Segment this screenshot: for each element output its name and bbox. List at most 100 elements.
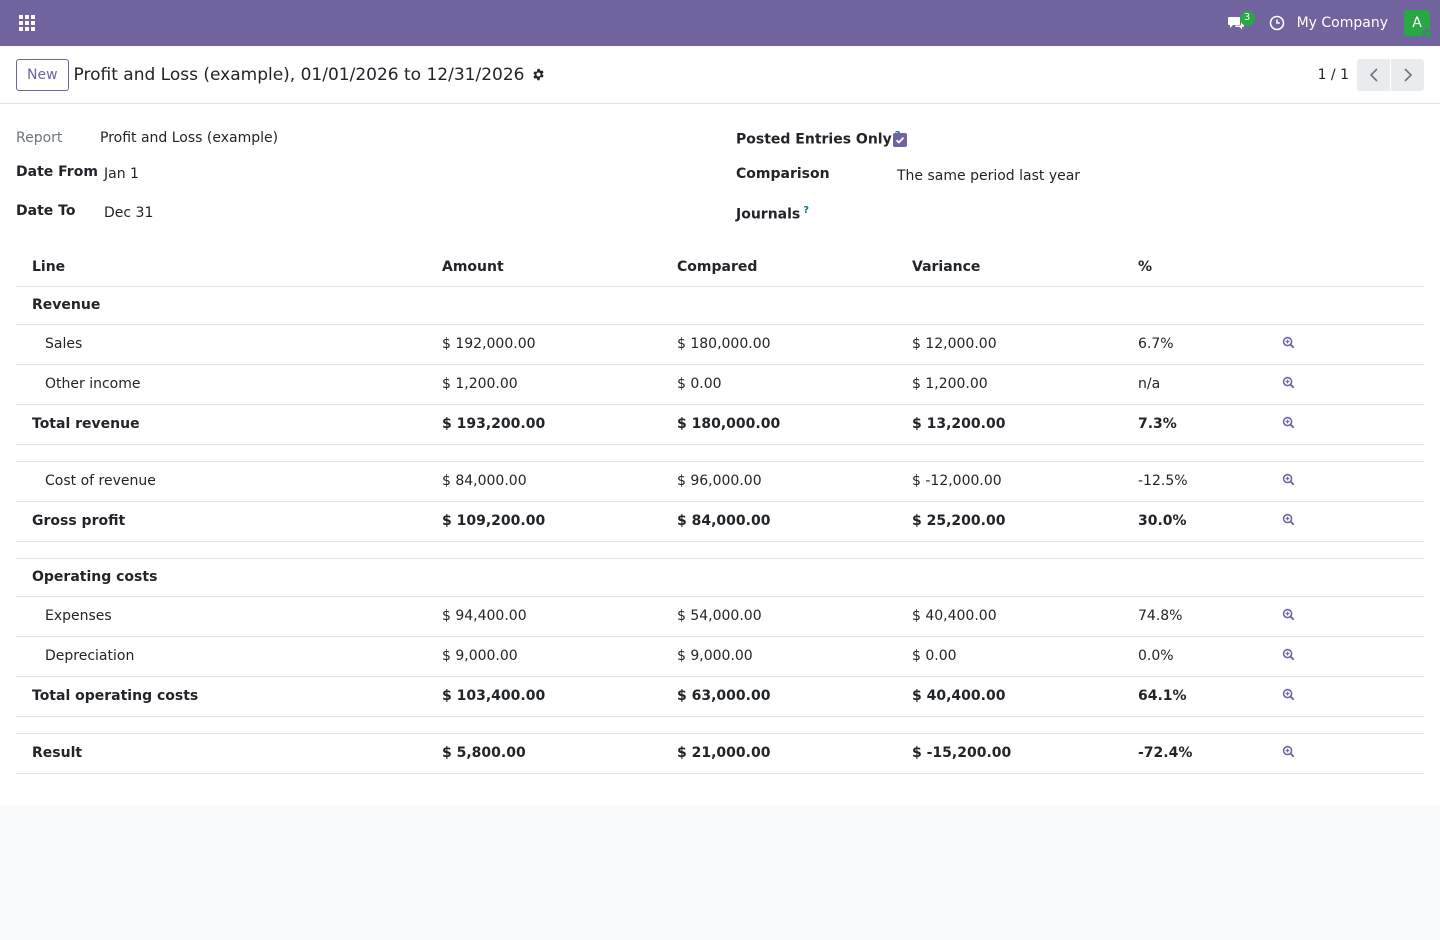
- date-to-field[interactable]: Dec 31: [104, 205, 154, 221]
- total-row: Total revenue $ 193,200.00 $ 180,000.00 …: [16, 404, 1424, 445]
- amount-cell: $ 9,000.00: [426, 636, 661, 677]
- journals-label: Journals?: [736, 205, 809, 223]
- chat-count-badge: 3: [1239, 11, 1255, 26]
- table-row: Sales $ 192,000.00 $ 180,000.00 $ 12,000…: [16, 324, 1424, 365]
- line-label: Gross profit: [16, 501, 426, 542]
- apps-grid-icon: [19, 15, 35, 31]
- table-header-row: Line Amount Compared Variance %: [16, 248, 1424, 287]
- variance-cell: $ 40,400.00: [896, 676, 1122, 717]
- percent-cell: 0.0%: [1122, 636, 1266, 677]
- messaging-button[interactable]: 3: [1221, 8, 1255, 38]
- amount-cell: $ 1,200.00: [426, 364, 661, 405]
- new-button[interactable]: New: [16, 58, 69, 91]
- line-label: Total revenue: [16, 404, 426, 445]
- apps-menu-button[interactable]: [12, 8, 42, 38]
- posted-entries-label: Posted Entries Only?: [736, 130, 901, 148]
- pager-value[interactable]: 1 / 1: [1317, 66, 1349, 83]
- zoom-in-icon[interactable]: [1282, 376, 1295, 389]
- compared-cell: $ 0.00: [661, 364, 896, 405]
- amount-cell: $ 5,800.00: [426, 733, 661, 774]
- spacer-row: [16, 541, 1424, 559]
- compared-cell: $ 54,000.00: [661, 596, 896, 637]
- control-panel: New Profit and Loss (example), 01/01/202…: [0, 46, 1440, 104]
- variance-cell: $ 40,400.00: [896, 596, 1122, 637]
- table-row: Other income $ 1,200.00 $ 0.00 $ 1,200.0…: [16, 364, 1424, 405]
- percent-cell: 64.1%: [1122, 676, 1266, 717]
- compared-cell: $ 96,000.00: [661, 461, 896, 502]
- percent-cell: 74.8%: [1122, 596, 1266, 637]
- zoom-in-icon[interactable]: [1282, 416, 1295, 429]
- journals-help[interactable]: ?: [803, 205, 810, 216]
- date-to-label: Date To: [16, 203, 76, 219]
- percent-cell: 30.0%: [1122, 501, 1266, 542]
- column-header-actions: [1266, 248, 1424, 287]
- line-label: Other income: [16, 364, 426, 405]
- variance-cell: $ 25,200.00: [896, 501, 1122, 542]
- amount-cell: $ 84,000.00: [426, 461, 661, 502]
- column-header-percent: %: [1122, 248, 1266, 287]
- result-row: Result $ 5,800.00 $ 21,000.00 $ -15,200.…: [16, 733, 1424, 774]
- percent-cell: -72.4%: [1122, 733, 1266, 774]
- total-row: Gross profit $ 109,200.00 $ 84,000.00 $ …: [16, 501, 1424, 542]
- amount-cell: $ 109,200.00: [426, 501, 661, 542]
- date-from-field[interactable]: Jan 1: [104, 166, 139, 182]
- activities-button[interactable]: [1265, 8, 1289, 38]
- online-status-dot: [1423, 29, 1433, 39]
- line-label: Total operating costs: [16, 676, 426, 717]
- check-icon: [895, 137, 905, 144]
- posted-entries-label-text: Posted Entries Only: [736, 131, 892, 148]
- line-label: Result: [16, 733, 426, 774]
- line-label: Cost of revenue: [16, 461, 426, 502]
- amount-cell: $ 103,400.00: [426, 676, 661, 717]
- compared-cell: $ 9,000.00: [661, 636, 896, 677]
- amount-cell: $ 193,200.00: [426, 404, 661, 445]
- report-lines-table: Line Amount Compared Variance % Revenue …: [16, 248, 1424, 774]
- compared-cell: $ 21,000.00: [661, 733, 896, 774]
- zoom-in-icon[interactable]: [1282, 688, 1295, 701]
- report-options: Report Profit and Loss (example) Date Fr…: [16, 104, 1424, 248]
- comparison-label: Comparison: [736, 166, 830, 182]
- zoom-in-icon[interactable]: [1282, 336, 1295, 349]
- variance-cell: $ 1,200.00: [896, 364, 1122, 405]
- chevron-right-icon: [1403, 67, 1412, 82]
- zoom-in-icon[interactable]: [1282, 608, 1295, 621]
- pager-next-button[interactable]: [1391, 58, 1424, 91]
- user-avatar[interactable]: A: [1404, 10, 1433, 39]
- column-header-compared: Compared: [661, 248, 896, 287]
- percent-cell: n/a: [1122, 364, 1266, 405]
- percent-cell: -12.5%: [1122, 461, 1266, 502]
- clock-icon: [1269, 15, 1284, 31]
- section-header-row: Revenue: [16, 286, 1424, 325]
- table-row: Expenses $ 94,400.00 $ 54,000.00 $ 40,40…: [16, 596, 1424, 637]
- zoom-in-icon[interactable]: [1282, 513, 1295, 526]
- company-switcher[interactable]: My Company: [1296, 15, 1388, 31]
- variance-cell: $ -12,000.00: [896, 461, 1122, 502]
- line-label: Expenses: [16, 596, 426, 637]
- section-header-row: Operating costs: [16, 558, 1424, 597]
- zoom-in-icon[interactable]: [1282, 648, 1295, 661]
- date-from-label: Date From: [16, 164, 98, 180]
- compared-cell: $ 180,000.00: [661, 324, 896, 365]
- top-navbar: 3 My Company A: [0, 0, 1440, 46]
- column-header-amount: Amount: [426, 248, 661, 287]
- table-row: Depreciation $ 9,000.00 $ 9,000.00 $ 0.0…: [16, 636, 1424, 677]
- line-label: Depreciation: [16, 636, 426, 677]
- column-header-variance: Variance: [896, 248, 1122, 287]
- variance-cell: $ -15,200.00: [896, 733, 1122, 774]
- spacer-row: [16, 444, 1424, 462]
- amount-cell: $ 94,400.00: [426, 596, 661, 637]
- report-label: Report: [16, 130, 63, 146]
- pager-previous-button[interactable]: [1357, 58, 1390, 91]
- posted-entries-checkbox[interactable]: [893, 133, 907, 147]
- percent-cell: 7.3%: [1122, 404, 1266, 445]
- zoom-in-icon[interactable]: [1282, 745, 1295, 758]
- zoom-in-icon[interactable]: [1282, 473, 1295, 486]
- variance-cell: $ 13,200.00: [896, 404, 1122, 445]
- variance-cell: $ 0.00: [896, 636, 1122, 677]
- variance-cell: $ 12,000.00: [896, 324, 1122, 365]
- report-value: Profit and Loss (example): [100, 130, 279, 146]
- comparison-select[interactable]: The same period last year: [897, 168, 1081, 184]
- chevron-left-icon: [1369, 67, 1378, 82]
- line-label: Sales: [16, 324, 426, 365]
- gear-icon[interactable]: [532, 68, 545, 81]
